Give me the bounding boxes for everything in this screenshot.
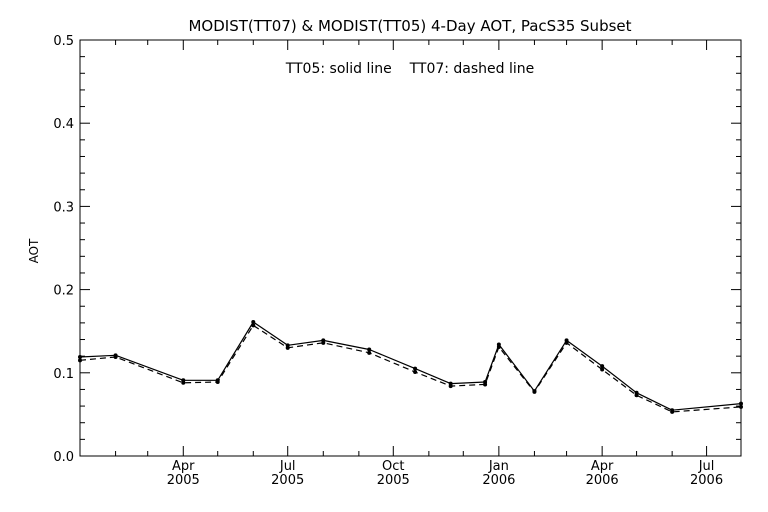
x-tick-month-label: Oct [382, 459, 404, 474]
x-tick-month-label: Jul [698, 459, 715, 474]
tt07-data-point [321, 340, 326, 345]
tt07-data-point [496, 345, 501, 350]
tt05-data-point [739, 401, 743, 406]
y-tick-label: 0.3 [53, 200, 74, 215]
x-tick-year-label: 2005 [271, 473, 304, 488]
tt07-data-point [215, 379, 220, 384]
chart-title: MODIST(TT07) & MODIST(TT05) 4-Day AOT, P… [188, 17, 631, 35]
line-style-annotation: TT05: solid line TT07: dashed line [285, 61, 535, 77]
tt07-data-point [483, 382, 488, 387]
tt05-data-point [600, 364, 605, 369]
tt05-data-point [251, 320, 256, 325]
plot-border [79, 39, 742, 457]
x-tick-year-label: 2005 [167, 473, 200, 488]
x-tick-month-label: Apr [172, 459, 195, 474]
tt07-data-point [113, 354, 118, 359]
tt07-data-point [448, 384, 453, 389]
x-tick-year-label: 2005 [377, 473, 410, 488]
y-tick-label: 0.5 [53, 34, 74, 49]
tt05-data-point [413, 366, 418, 371]
tt05-data-point [78, 354, 82, 359]
tt07-series-line [79, 324, 742, 413]
y-tick-label: 0.1 [53, 367, 74, 382]
series-group [78, 320, 743, 414]
x-tick-year-label: 2006 [482, 473, 515, 488]
y-tick-label: 0.0 [53, 450, 74, 465]
tt07-data-point [251, 323, 256, 328]
tt05-series-line [79, 321, 742, 411]
tt07-data-point [181, 380, 186, 385]
y-tick-label: 0.2 [53, 284, 74, 299]
x-tick-year-label: 2006 [586, 473, 619, 488]
y-tick-label: 0.4 [53, 117, 74, 132]
x-tick-month-label: Apr [591, 459, 614, 474]
x-tick-month-label: Jul [279, 459, 296, 474]
x-tick-year-label: 2006 [690, 473, 723, 488]
tt07-data-point [564, 340, 569, 345]
y-axis: 0.0 0.1 0.2 0.3 0.4 0.5 [53, 34, 741, 465]
y-axis-label: AOT [27, 238, 41, 263]
tt07-data-point [670, 409, 675, 414]
tt07-data-point [600, 367, 605, 372]
plot-frame [79, 39, 742, 457]
tt07-data-point [739, 404, 743, 409]
tt07-data-point [634, 393, 639, 398]
tt07-data-point [367, 350, 372, 355]
x-tick-month-label: Jan [488, 459, 509, 474]
tt07-data-point [413, 369, 418, 374]
tt07-data-point [78, 358, 82, 363]
tt07-data-point [285, 345, 290, 350]
tt07-data-point [532, 389, 537, 394]
x-axis: Apr2005Jul2005Oct2005Jan2006Apr2006Jul20… [115, 40, 723, 488]
tt05-data-point [367, 347, 372, 352]
